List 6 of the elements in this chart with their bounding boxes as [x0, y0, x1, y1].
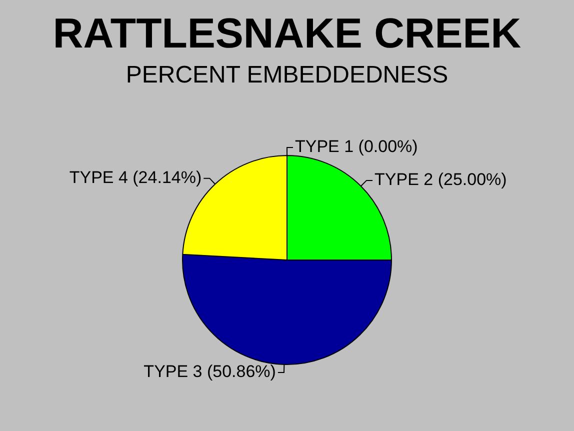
slice-label: TYPE 2 (25.00%): [374, 170, 507, 190]
chart-subtitle: PERCENT EMBEDDEDNESS: [126, 62, 448, 89]
legend-label: TYPE 1 (0.00%): [295, 137, 418, 156]
slice-label: TYPE 4 (24.14%): [69, 168, 202, 188]
slice-label: TYPE 3 (50.86%): [144, 362, 276, 382]
chart-title: RATTLESNAKE CREEK: [52, 10, 522, 57]
